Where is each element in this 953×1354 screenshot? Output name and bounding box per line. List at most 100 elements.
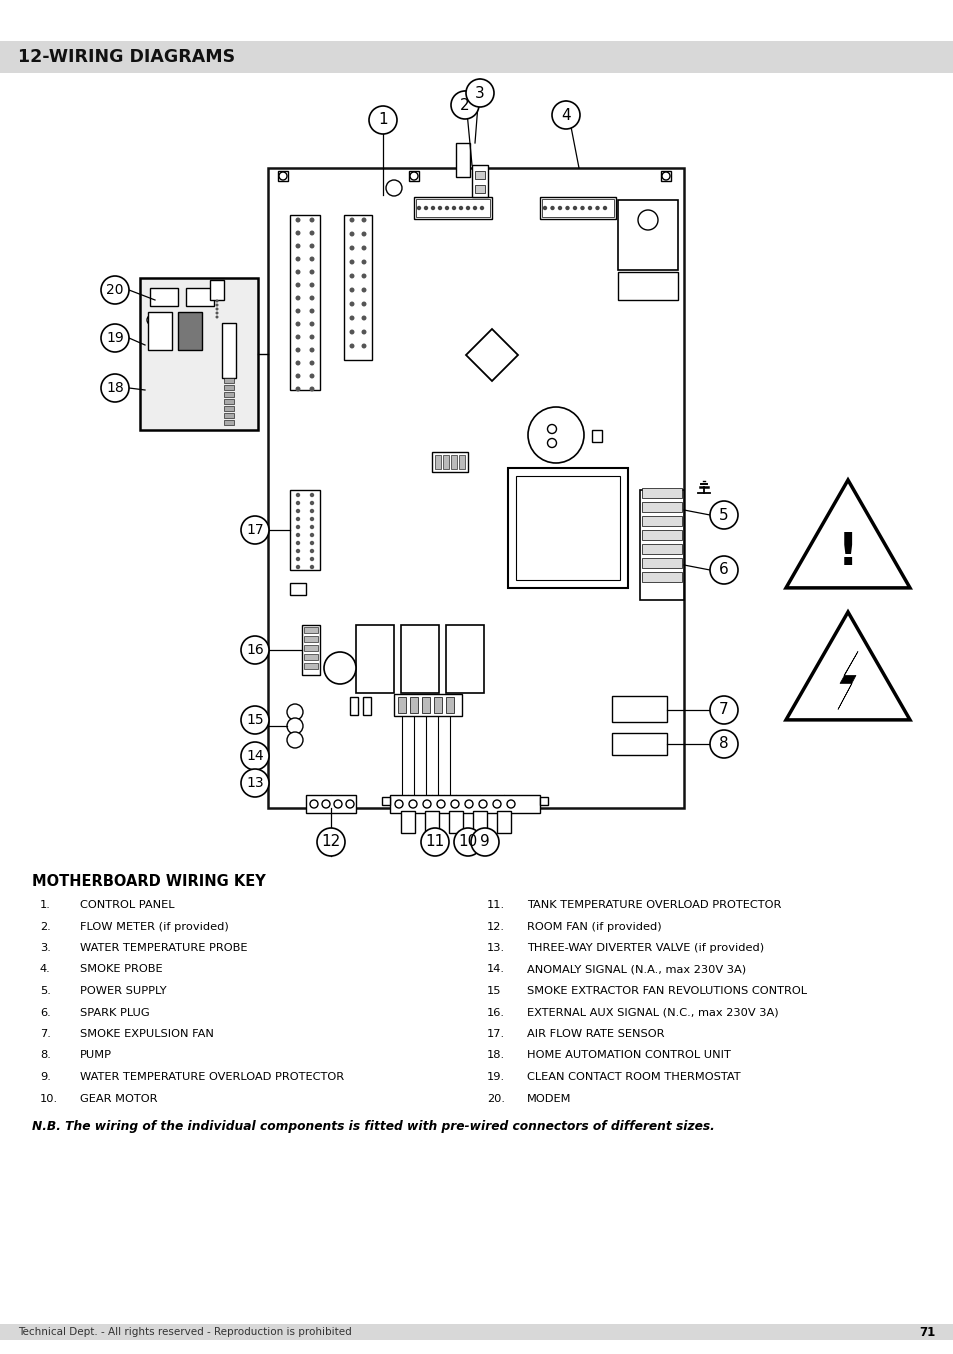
Circle shape [215,299,218,302]
Text: 9: 9 [479,834,489,849]
Bar [516,477,619,580]
Bar [641,558,681,567]
Circle shape [410,172,417,180]
Circle shape [295,283,300,287]
Text: 2.: 2. [40,922,51,932]
Circle shape [572,206,577,210]
Polygon shape [785,612,909,720]
Circle shape [295,360,300,366]
Bar [434,697,441,714]
Text: FLOW METER (if provided): FLOW METER (if provided) [80,922,229,932]
Bar [304,636,317,642]
Bar [304,654,317,659]
Bar [186,288,213,306]
Text: AIR FLOW RATE SENSOR: AIR FLOW RATE SENSOR [526,1029,664,1039]
Text: 12: 12 [321,834,340,849]
Bar [390,795,539,812]
Bar [306,795,355,812]
Bar [618,200,678,269]
Text: 20.: 20. [486,1094,504,1104]
Circle shape [309,230,314,236]
Bar [140,278,257,431]
Bar [302,626,319,676]
Circle shape [602,206,606,210]
Circle shape [101,374,129,402]
Bar [473,811,486,833]
Circle shape [369,106,396,134]
Text: 2: 2 [459,97,469,112]
Circle shape [349,287,355,292]
Bar [507,468,627,588]
Text: ANOMALY SIGNAL (N.A., max 230V 3A): ANOMALY SIGNAL (N.A., max 230V 3A) [526,964,745,975]
Bar [660,171,670,181]
Bar [410,697,417,714]
Bar [224,393,233,397]
Text: 71: 71 [919,1326,935,1339]
Circle shape [295,386,300,391]
Bar [539,798,547,806]
Circle shape [565,206,569,210]
Text: TANK TEMPERATURE OVERLOAD PROTECTOR: TANK TEMPERATURE OVERLOAD PROTECTOR [526,900,781,910]
Circle shape [241,516,269,544]
Circle shape [579,206,584,210]
Circle shape [310,525,314,529]
Bar [451,455,456,468]
Circle shape [349,218,355,222]
Circle shape [436,800,444,808]
Bar [409,171,418,181]
Circle shape [422,800,431,808]
Circle shape [322,800,330,808]
Bar [290,215,319,390]
Bar [210,280,224,301]
Text: MODEM: MODEM [526,1094,571,1104]
Text: ROOM FAN (if provided): ROOM FAN (if provided) [526,922,661,932]
Text: POWER SUPPLY: POWER SUPPLY [80,986,167,997]
Text: SMOKE EXPULSION FAN: SMOKE EXPULSION FAN [80,1029,213,1039]
Bar [612,733,666,756]
Bar [641,487,681,498]
Circle shape [709,696,738,724]
Bar [641,502,681,512]
Text: N.B. The wiring of the individual components is fitted with pre-wired connectors: N.B. The wiring of the individual compon… [32,1120,714,1133]
Text: 14.: 14. [486,964,504,975]
Circle shape [349,260,355,264]
Circle shape [310,540,314,546]
Text: 19: 19 [106,330,124,345]
Text: 12.: 12. [486,922,504,932]
Circle shape [309,256,314,261]
Circle shape [310,533,314,538]
Circle shape [310,501,314,505]
Bar [224,406,233,412]
Circle shape [295,334,300,340]
Bar [224,413,233,418]
Circle shape [587,206,592,210]
Circle shape [349,315,355,321]
Circle shape [324,653,355,684]
Circle shape [295,548,300,554]
Text: 4: 4 [560,107,570,122]
Polygon shape [785,481,909,588]
Text: 17: 17 [246,523,264,538]
Circle shape [547,425,556,433]
Bar [363,697,371,715]
Circle shape [295,244,300,249]
Bar [224,399,233,403]
Text: 8: 8 [719,737,728,751]
Bar [304,645,317,651]
Bar [290,490,319,570]
Circle shape [506,800,515,808]
Text: 18: 18 [106,380,124,395]
Circle shape [709,730,738,758]
Bar [416,199,490,217]
Text: PUMP: PUMP [80,1051,112,1060]
Bar [449,811,462,833]
Circle shape [471,829,498,856]
Circle shape [346,800,354,808]
Text: SMOKE PROBE: SMOKE PROBE [80,964,162,975]
Circle shape [349,302,355,306]
Bar [268,168,683,808]
Circle shape [361,274,366,279]
Circle shape [386,180,401,196]
Bar [475,185,484,194]
Text: !: ! [837,531,858,574]
